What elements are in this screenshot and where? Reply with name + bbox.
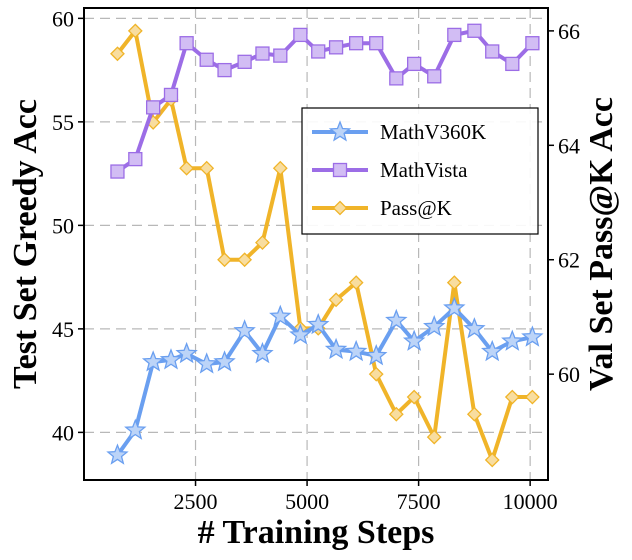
y-left-tick-label: 60	[52, 6, 74, 31]
data-point-mathv360k	[289, 323, 312, 345]
data-point-mathv360k	[124, 418, 147, 440]
data-point-pass-k	[368, 366, 384, 382]
data-point-pass-k	[524, 389, 540, 405]
data-point-pass-k	[388, 406, 404, 422]
series-mathv360k	[106, 296, 544, 465]
legend-label-mathvista: MathVista	[380, 158, 468, 182]
data-point-mathv360k	[233, 319, 256, 341]
data-point-mathvista	[328, 40, 344, 55]
data-point-pass-k	[110, 46, 125, 62]
y-left-tick-label: 55	[52, 110, 74, 135]
data-point-mathv360k	[195, 352, 218, 374]
data-point-mathvista	[369, 36, 384, 51]
data-point-mathv360k	[481, 339, 504, 362]
data-point-mathvista	[525, 36, 540, 51]
y-right-tick-label: 66	[558, 19, 580, 44]
data-point-mathv360k	[463, 317, 486, 339]
data-point-mathvista	[505, 56, 520, 72]
data-point-mathv360k	[175, 341, 198, 364]
x-tick-label: 7500	[397, 489, 441, 514]
data-point-mathvista	[273, 48, 288, 63]
data-point-pass-k	[406, 389, 422, 405]
legend-marker-pass-k	[332, 200, 348, 216]
y-right-tick-label: 60	[558, 362, 580, 387]
data-point-mathv360k	[365, 343, 388, 366]
series-line-pass-k	[115, 28, 535, 462]
x-tick-label: 10000	[503, 489, 558, 514]
data-point-mathvista	[255, 46, 270, 61]
plot-frame	[83, 7, 549, 481]
data-point-mathvista	[199, 52, 214, 67]
x-tick-label: 2500	[174, 489, 218, 514]
data-point-mathvista	[179, 36, 194, 51]
x-axis-label: # Training Steps	[198, 514, 435, 551]
data-point-pass-k	[466, 406, 482, 422]
data-point-pass-k	[484, 452, 500, 468]
legend: MathV360K MathVista Pass@K	[301, 107, 539, 235]
data-point-mathvista	[485, 44, 500, 59]
data-point-mathvista	[447, 27, 462, 43]
data-point-pass-k	[199, 160, 215, 176]
data-point-mathvista	[293, 27, 308, 43]
data-point-mathv360k	[106, 443, 129, 465]
data-point-mathv360k	[141, 350, 165, 372]
data-point-mathvista	[163, 87, 179, 103]
data-point-mathv360k	[385, 308, 408, 331]
data-point-mathv360k	[324, 337, 348, 360]
data-point-pass-k	[446, 275, 462, 291]
data-point-pass-k	[127, 23, 143, 39]
y-left-tick-label: 45	[52, 317, 74, 342]
data-point-mathvista	[427, 69, 442, 84]
data-point-mathv360k	[443, 296, 466, 318]
y-right-tick-label: 62	[558, 248, 580, 273]
data-point-mathv360k	[251, 341, 274, 364]
data-point-mathv360k	[307, 312, 330, 335]
data-point-mathvista	[128, 151, 143, 167]
data-point-mathvista	[217, 62, 232, 78]
data-point-mathvista	[110, 164, 125, 179]
data-point-mathvista	[467, 23, 482, 38]
data-point-pass-k	[328, 292, 344, 308]
grid-lines	[84, 8, 548, 480]
data-point-mathv360k	[402, 329, 426, 351]
data-point-mathv360k	[344, 339, 368, 362]
y-right-tick-label: 64	[558, 133, 580, 158]
y-axis-right-label: Val Set Pass@K Acc	[583, 97, 620, 391]
data-point-mathvista	[311, 44, 326, 59]
data-point-pass-k	[179, 160, 195, 176]
data-point-mathv360k	[423, 315, 446, 337]
data-point-mathvista	[389, 71, 404, 86]
axis-ticks: 2500 5000 7500 10000 40 45 50 55 60 60 62 64 66	[52, 6, 580, 514]
data-point-mathvista	[237, 54, 252, 69]
y-left-tick-label: 50	[52, 213, 74, 238]
y-left-tick-label: 40	[52, 420, 74, 445]
data-point-mathv360k	[501, 329, 524, 351]
data-point-pass-k	[504, 389, 520, 405]
data-point-mathv360k	[159, 348, 183, 370]
data-point-mathvista	[349, 36, 364, 51]
data-point-pass-k	[272, 160, 288, 176]
legend-label-pass-k: Pass@K	[380, 196, 452, 220]
data-point-mathvista	[407, 56, 422, 72]
data-point-pass-k	[255, 235, 270, 250]
x-tick-label: 5000	[285, 489, 329, 514]
y-axis-left-label: Test Set Greedy Acc	[7, 99, 44, 389]
data-point-pass-k	[237, 252, 253, 268]
series-mathvista	[110, 23, 540, 179]
legend-marker-mathvista	[332, 162, 348, 178]
data-point-pass-k	[426, 429, 442, 445]
data-point-mathv360k	[269, 304, 292, 327]
data-point-pass-k	[217, 252, 232, 268]
series-layer	[106, 23, 544, 468]
legend-marker-mathv360k	[328, 120, 352, 142]
data-point-pass-k	[348, 275, 364, 291]
legend-label-mathv360k: MathV360K	[380, 120, 486, 144]
data-point-mathvista	[146, 100, 161, 115]
data-point-mathv360k	[213, 350, 236, 372]
data-point-mathv360k	[521, 325, 544, 347]
